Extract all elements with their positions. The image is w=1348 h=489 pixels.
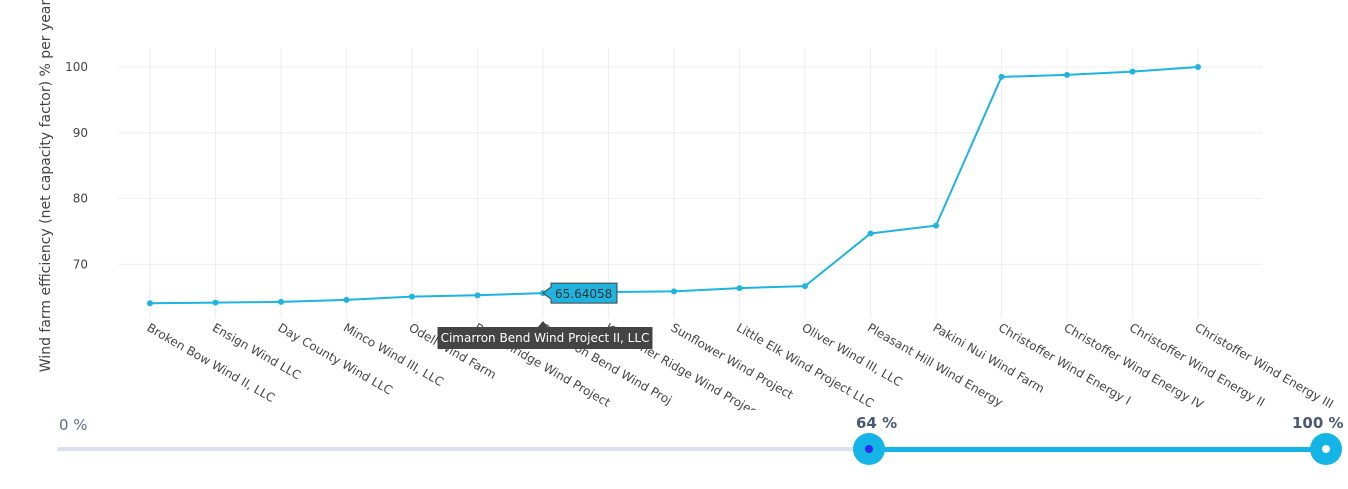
data-point[interactable] [933, 222, 939, 229]
y-tick-label: 100 [65, 60, 88, 74]
y-tick-label: 90 [73, 126, 88, 140]
slider-low-value-label: 64 % [856, 414, 898, 432]
line-chart: 70 80 90 100 Wind farm efficiency (net capa… [38, 0, 1336, 410]
slider-range-fill [869, 447, 1326, 452]
hover-name-pointer [538, 321, 548, 327]
data-point[interactable] [212, 299, 219, 306]
slider-low-handle-dot [865, 445, 874, 453]
slider-rail[interactable] [57, 447, 1329, 451]
slider-low-handle[interactable] [854, 434, 885, 464]
data-point[interactable] [474, 292, 481, 299]
x-tick-label: Day County Wind LLC [276, 320, 395, 397]
data-point[interactable] [1129, 68, 1136, 75]
y-axis: 70 80 90 100 [65, 60, 88, 271]
data-point[interactable] [343, 296, 350, 303]
hover-tooltip: 65.64058 Cimarron Bend Wind Project II, L… [437, 282, 653, 349]
y-tick-label: 80 [73, 192, 88, 206]
data-point[interactable] [1064, 71, 1070, 78]
x-tick-label: Pakini Nui Wind Farm [931, 320, 1047, 395]
slider-min-label: 0 % [59, 416, 88, 434]
hover-name-label: Cimarron Bend Wind Project II, LLC [441, 331, 650, 345]
hover-value-box [542, 282, 618, 304]
y-tick-label: 70 [73, 257, 88, 271]
x-tick-label: Sunflower Wind Project [669, 320, 796, 402]
slider-max-label: 100 % [1292, 414, 1344, 432]
data-point[interactable] [671, 288, 677, 295]
data-point[interactable] [736, 285, 743, 292]
data-point[interactable] [278, 298, 284, 305]
hover-name-box [437, 327, 653, 349]
data-point[interactable] [147, 300, 153, 307]
data-point[interactable] [1195, 64, 1201, 70]
data-point[interactable] [409, 293, 415, 300]
hover-value-label: 65.64058 [555, 287, 612, 301]
slider-high-handle-dot [1322, 445, 1330, 453]
data-point[interactable] [802, 283, 808, 290]
data-point[interactable] [867, 230, 874, 237]
y-axis-label: Wind farm efficiency (net capacity facto… [38, 0, 54, 372]
x-tick-label: Broken Bow Wind II, LLC [145, 320, 278, 405]
data-point[interactable] [998, 73, 1005, 80]
grid [118, 48, 1262, 318]
slider-high-handle[interactable] [1311, 434, 1341, 464]
